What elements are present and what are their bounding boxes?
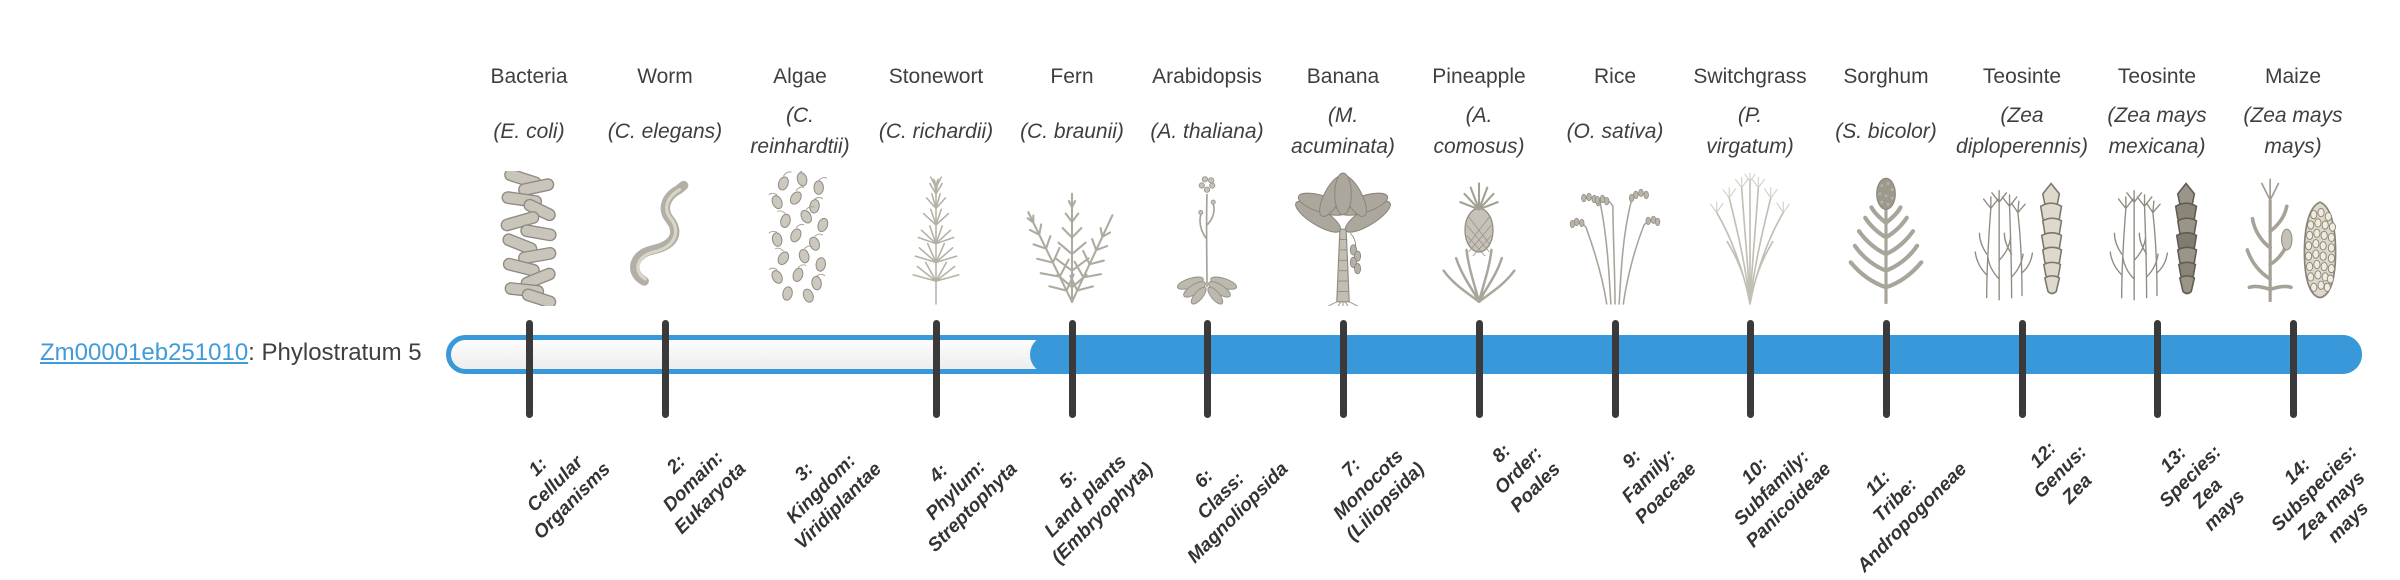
organism-common-name: Bacteria (490, 65, 568, 88)
organism-common-name: Arabidopsis (1152, 65, 1262, 88)
gene-id-link[interactable]: Zm00001eb251010 (40, 339, 249, 366)
gene-label: Zm00001eb251010: Phylostratum 5 (40, 339, 422, 367)
stonewort-icon (874, 168, 998, 306)
timeline-tick (1882, 320, 1890, 418)
timeline-fill (1030, 335, 2362, 374)
algae-icon (738, 168, 862, 306)
organism-scientific-name: (C. reinhardtii) (750, 104, 850, 158)
organism-common-name: Pineapple (1432, 65, 1526, 88)
bacteria-icon (467, 168, 591, 306)
organism-scientific-name: (A. comosus) (1433, 104, 1525, 158)
pineapple-icon (1417, 168, 1541, 306)
timeline-tick (1068, 320, 1076, 418)
organism-scientific-name: (Zea diploperennis) (1956, 104, 2088, 158)
timeline-tick (2289, 320, 2297, 418)
organism-common-name: Stonewort (888, 65, 984, 88)
organism-common-name: Banana (1306, 65, 1380, 88)
timeline-tick (1203, 320, 1211, 418)
teosinte-diplo-icon (1960, 168, 2084, 306)
banana-icon (1281, 168, 1405, 306)
organism-scientific-name: (Zea mays mays) (2243, 104, 2343, 158)
organism-common-name: Algae (773, 65, 827, 88)
arabidopsis-icon (1145, 168, 1269, 306)
organism-scientific-name: (C. braunii) (1020, 119, 1124, 143)
organism-common-name: Worm (637, 65, 693, 88)
organism-scientific-name: (C. elegans) (607, 119, 723, 143)
organism-common-name: Sorghum (1843, 65, 1929, 88)
timeline-tick (768, 171, 828, 277)
organism-scientific-name: (P. virgatum) (1706, 104, 1794, 158)
worm-icon (603, 168, 727, 306)
fern-icon (1010, 168, 1134, 306)
organism-common-name: Teosinte (1982, 65, 2062, 88)
rice-icon (1553, 168, 1677, 306)
organism-common-name: Fern (1050, 65, 1094, 88)
organism-common-name: Teosinte (2117, 65, 2197, 88)
organism-common-name: Rice (1593, 65, 1636, 88)
switchgrass-icon (1688, 168, 1812, 306)
timeline-tick (1339, 320, 1347, 418)
timeline-tick (661, 320, 669, 418)
timeline-tick (525, 320, 533, 418)
phylostratum-text: : Phylostratum 5 (248, 339, 422, 366)
organism-scientific-name: (Zea mays mexicana) (2107, 104, 2207, 158)
timeline-tick (1611, 320, 1619, 418)
organism-scientific-name: (O. sativa) (1566, 119, 1664, 143)
timeline-tick (2153, 320, 2161, 418)
organism-common-name: Switchgrass (1693, 65, 1807, 88)
timeline-tick (1475, 320, 1483, 418)
timeline-tick (1746, 320, 1754, 418)
maize-icon (2231, 168, 2355, 306)
organism-scientific-name: (M. acuminata) (1291, 104, 1395, 158)
organism-scientific-name: (A. thaliana) (1150, 119, 1264, 143)
organism-scientific-name: (S. bicolor) (1835, 119, 1937, 143)
sorghum-icon (1824, 168, 1948, 306)
timeline-tick (2018, 320, 2026, 418)
organism-common-name: Maize (2264, 65, 2322, 88)
organism-scientific-name: (C. richardii) (878, 119, 994, 143)
timeline-tick (932, 320, 940, 418)
teosinte-mex-icon (2095, 168, 2219, 306)
organism-scientific-name: (E. coli) (493, 119, 565, 143)
